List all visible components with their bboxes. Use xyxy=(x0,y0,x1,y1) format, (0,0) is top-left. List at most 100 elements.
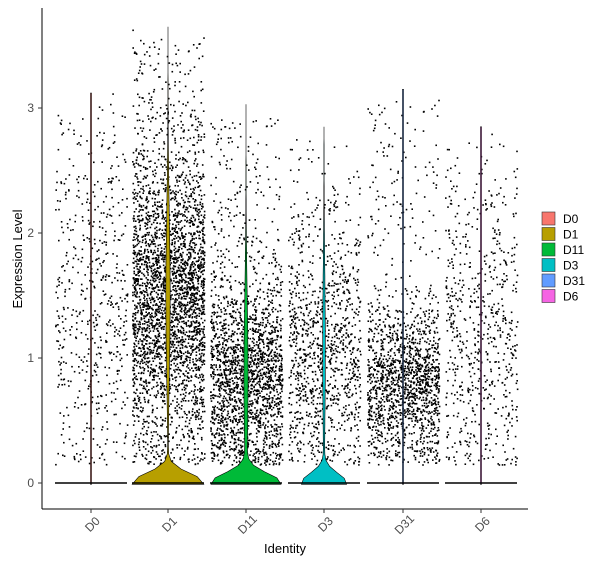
point xyxy=(174,212,177,215)
point xyxy=(107,300,110,302)
point xyxy=(197,282,200,285)
point xyxy=(164,420,166,422)
point xyxy=(219,369,222,371)
point xyxy=(179,237,182,240)
point xyxy=(229,137,232,139)
point xyxy=(201,337,203,339)
point xyxy=(202,246,204,249)
point xyxy=(62,346,65,348)
point xyxy=(149,314,152,316)
point xyxy=(157,347,159,350)
point xyxy=(271,308,273,311)
point xyxy=(233,372,236,374)
point xyxy=(151,371,154,374)
point xyxy=(237,438,239,441)
point xyxy=(259,338,262,340)
point xyxy=(163,113,165,115)
point xyxy=(212,417,214,420)
point xyxy=(187,324,190,327)
point xyxy=(233,396,236,399)
point xyxy=(172,197,174,199)
point xyxy=(175,355,178,358)
point xyxy=(175,301,177,303)
point xyxy=(213,335,216,337)
point xyxy=(145,291,148,294)
point xyxy=(156,296,158,298)
point xyxy=(190,325,192,327)
point xyxy=(269,313,271,316)
point xyxy=(157,256,160,259)
point xyxy=(190,331,193,333)
point xyxy=(254,443,257,446)
point xyxy=(250,354,252,356)
point xyxy=(174,262,177,264)
point xyxy=(163,267,166,270)
point xyxy=(132,246,135,249)
point xyxy=(151,265,153,267)
point xyxy=(250,372,253,374)
point xyxy=(158,325,160,328)
point xyxy=(170,373,173,376)
point xyxy=(143,295,146,298)
point xyxy=(251,359,253,361)
point xyxy=(221,443,224,445)
point xyxy=(277,383,279,386)
point xyxy=(183,379,186,381)
point xyxy=(151,420,154,422)
point xyxy=(132,197,135,200)
point xyxy=(193,262,195,265)
point xyxy=(132,399,135,402)
point xyxy=(77,189,80,192)
point xyxy=(268,463,271,466)
point xyxy=(202,173,204,176)
point xyxy=(281,318,284,320)
point xyxy=(260,374,262,377)
point xyxy=(134,436,137,438)
point xyxy=(192,282,194,284)
point xyxy=(170,198,172,201)
point xyxy=(160,362,163,365)
point xyxy=(237,422,239,424)
point xyxy=(164,256,166,259)
point xyxy=(158,201,161,203)
point xyxy=(202,286,205,288)
point xyxy=(184,211,186,213)
point xyxy=(154,277,156,280)
point xyxy=(264,388,266,390)
point xyxy=(190,264,192,266)
point xyxy=(202,410,204,413)
point xyxy=(192,233,195,236)
point xyxy=(210,430,212,432)
point xyxy=(200,81,203,83)
point xyxy=(180,120,182,123)
point xyxy=(175,256,177,259)
point xyxy=(147,422,150,424)
point xyxy=(135,255,138,258)
point xyxy=(183,291,186,294)
point xyxy=(153,41,155,44)
point xyxy=(157,191,159,194)
point xyxy=(103,132,105,134)
point xyxy=(192,305,195,307)
point xyxy=(145,382,148,385)
point xyxy=(227,380,229,383)
point xyxy=(100,145,103,148)
point xyxy=(196,359,199,361)
point xyxy=(220,308,222,311)
point xyxy=(133,218,136,220)
point xyxy=(139,257,142,259)
point xyxy=(134,442,136,445)
point xyxy=(189,357,191,359)
point xyxy=(174,287,177,290)
point xyxy=(222,450,225,452)
point xyxy=(227,434,229,436)
point xyxy=(146,300,149,302)
point xyxy=(140,312,142,315)
point xyxy=(138,354,140,357)
point xyxy=(59,122,62,124)
point xyxy=(237,355,240,358)
point xyxy=(156,340,158,342)
point xyxy=(248,371,251,374)
point xyxy=(200,255,202,258)
point xyxy=(148,331,150,334)
